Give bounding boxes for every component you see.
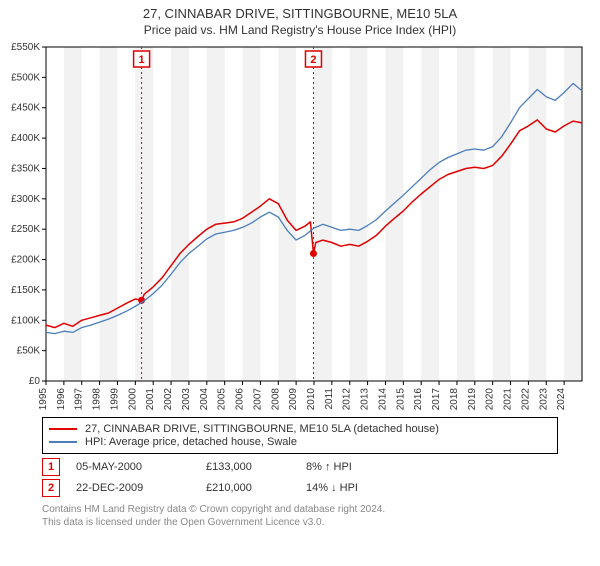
- svg-text:£50K: £50K: [17, 346, 41, 357]
- svg-text:£300K: £300K: [11, 194, 40, 205]
- svg-text:£400K: £400K: [11, 133, 40, 144]
- footnote-line2: This data is licensed under the Open Gov…: [42, 516, 558, 529]
- legend-item-series2: HPI: Average price, detached house, Swal…: [49, 436, 551, 448]
- svg-text:£250K: £250K: [11, 224, 40, 235]
- svg-text:2006: 2006: [235, 388, 246, 411]
- sale-price-2: £210,000: [206, 482, 306, 494]
- svg-text:2002: 2002: [163, 388, 174, 411]
- svg-text:£550K: £550K: [11, 42, 40, 53]
- chart-area: £0 £50K £100K £150K £200K £250K £300K £350K £400…: [6, 41, 590, 411]
- chart-title: 27, CINNABAR DRIVE, SITTINGBOURNE, ME10 …: [0, 6, 600, 21]
- svg-text:£450K: £450K: [11, 103, 40, 114]
- svg-text:2016: 2016: [413, 388, 424, 411]
- svg-text:2024: 2024: [556, 388, 567, 411]
- svg-text:2007: 2007: [252, 388, 263, 411]
- svg-text:1997: 1997: [74, 388, 85, 411]
- svg-text:2008: 2008: [270, 388, 281, 411]
- svg-text:2019: 2019: [467, 388, 478, 411]
- sale-change-1: 8% ↑ HPI: [306, 461, 406, 473]
- svg-text:2018: 2018: [449, 388, 460, 411]
- svg-text:£150K: £150K: [11, 285, 40, 296]
- svg-text:2005: 2005: [217, 388, 228, 411]
- legend-label-2: HPI: Average price, detached house, Swal…: [85, 436, 297, 448]
- sale-date-1: 05-MAY-2000: [76, 461, 206, 473]
- svg-text:2010: 2010: [306, 388, 317, 411]
- svg-text:1998: 1998: [92, 388, 103, 411]
- sales-table: 1 05-MAY-2000 £133,000 8% ↑ HPI 2 22-DEC…: [42, 458, 558, 497]
- footnote-line1: Contains HM Land Registry data © Crown c…: [42, 503, 558, 516]
- legend-item-series1: 27, CINNABAR DRIVE, SITTINGBOURNE, ME10 …: [49, 423, 551, 435]
- chart-subtitle: Price paid vs. HM Land Registry's House …: [0, 23, 600, 37]
- svg-text:2022: 2022: [520, 388, 531, 411]
- svg-text:£500K: £500K: [11, 72, 40, 83]
- footnote: Contains HM Land Registry data © Crown c…: [42, 503, 558, 529]
- svg-text:2014: 2014: [377, 388, 388, 411]
- svg-text:2011: 2011: [324, 388, 335, 410]
- sale-row-1: 1 05-MAY-2000 £133,000 8% ↑ HPI: [42, 458, 558, 476]
- sale-change-2: 14% ↓ HPI: [306, 482, 406, 494]
- svg-text:2000: 2000: [127, 388, 138, 411]
- svg-text:2009: 2009: [288, 388, 299, 411]
- svg-text:1996: 1996: [56, 388, 67, 411]
- svg-text:2003: 2003: [181, 388, 192, 411]
- svg-text:£0: £0: [29, 376, 41, 387]
- svg-text:2004: 2004: [199, 388, 210, 411]
- svg-text:1999: 1999: [109, 388, 120, 411]
- svg-text:£100K: £100K: [11, 315, 40, 326]
- svg-text:2012: 2012: [342, 388, 353, 411]
- svg-text:2023: 2023: [538, 388, 549, 411]
- svg-text:1: 1: [139, 54, 145, 66]
- legend-label-1: 27, CINNABAR DRIVE, SITTINGBOURNE, ME10 …: [85, 423, 439, 435]
- svg-text:2020: 2020: [485, 388, 496, 411]
- svg-text:2021: 2021: [503, 388, 514, 411]
- svg-text:£200K: £200K: [11, 255, 40, 266]
- legend: 27, CINNABAR DRIVE, SITTINGBOURNE, ME10 …: [42, 417, 558, 454]
- svg-text:2001: 2001: [145, 388, 156, 411]
- sale-marker-2: 2: [42, 479, 60, 497]
- svg-text:2: 2: [310, 54, 316, 66]
- sale-marker-1: 1: [42, 458, 60, 476]
- svg-text:2013: 2013: [360, 388, 371, 411]
- sale-price-1: £133,000: [206, 461, 306, 473]
- sale-date-2: 22-DEC-2009: [76, 482, 206, 494]
- svg-text:1995: 1995: [38, 388, 49, 411]
- svg-text:2015: 2015: [395, 388, 406, 411]
- svg-text:2017: 2017: [431, 388, 442, 411]
- svg-text:£350K: £350K: [11, 163, 40, 174]
- sale-row-2: 2 22-DEC-2009 £210,000 14% ↓ HPI: [42, 479, 558, 497]
